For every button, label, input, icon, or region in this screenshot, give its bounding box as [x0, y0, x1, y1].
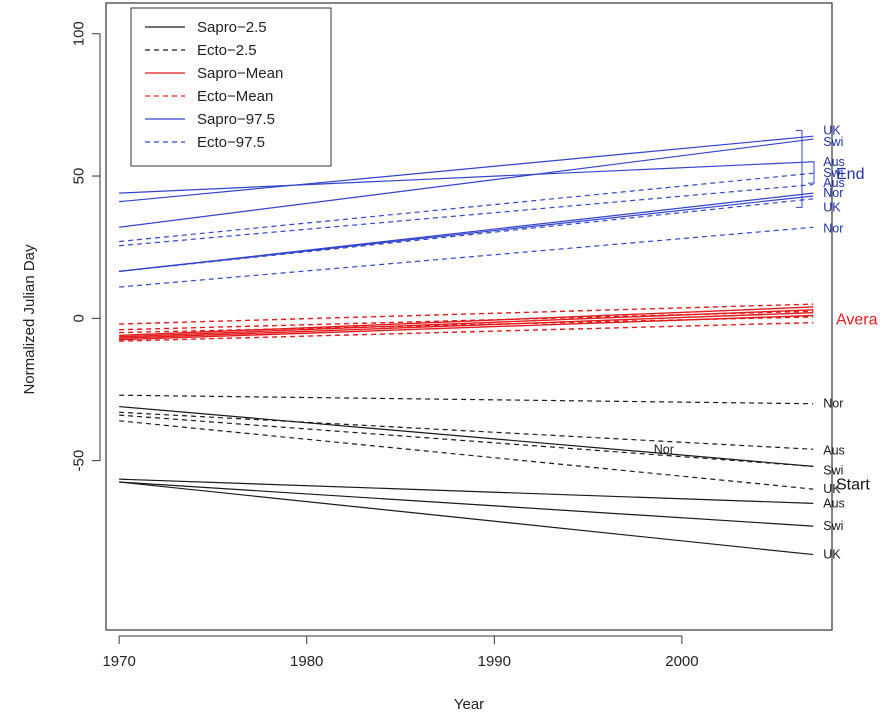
series-line-end-sapro-Swi — [119, 138, 814, 228]
y-tick-label-0: -50 — [70, 450, 87, 472]
y-tick-label-3: 100 — [70, 21, 87, 46]
legend-entry-2: Sapro−Mean — [197, 65, 283, 82]
series-label-start-23: Swi — [823, 519, 843, 533]
group-label-end: End — [836, 166, 864, 183]
series-line-average-sapro-11 — [119, 311, 814, 339]
series-line-start-sapro-Aus — [119, 478, 814, 504]
x-tick-label-0: 1970 — [102, 653, 135, 670]
label-bracket-1 — [808, 161, 815, 184]
inline-label-0: Nor — [654, 442, 674, 456]
series-line-average-ecto-13 — [119, 303, 814, 325]
series-line-start-sapro-UK — [119, 481, 814, 556]
legend-entry-5: Ecto−97.5 — [197, 134, 265, 151]
series-line-start-ecto-Aus — [119, 411, 814, 450]
label-bracket-0 — [796, 130, 803, 208]
series-label-end-2: Aus — [823, 155, 845, 169]
x-axis-title: Year — [454, 696, 484, 713]
series-line-average-ecto-16 — [119, 321, 814, 342]
series-line-average-sapro-9 — [119, 306, 814, 337]
series-line-average-ecto-15 — [119, 316, 814, 334]
legend-entry-1: Ecto−2.5 — [197, 42, 257, 59]
series-label-end-4: UK — [823, 200, 841, 214]
series-label-end-5: Swi — [823, 166, 843, 180]
axes: -50 0 50 100 1970 1980 1990 2000 — [70, 21, 698, 670]
series-line-average-ecto-14 — [119, 310, 814, 331]
series-line-end-ecto-Nor — [119, 226, 814, 288]
series-label-start-18: Aus — [823, 444, 845, 458]
series-line-start-ecto-19 — [119, 414, 814, 467]
y-axis-title: Normalized Julian Day — [21, 244, 38, 395]
y-tick-label-1: 0 — [70, 314, 87, 322]
plot-area — [105, 2, 833, 631]
series-line-start-sapro-Swi — [119, 405, 814, 467]
series-label-end-8: Nor — [823, 222, 843, 236]
legend-box — [130, 7, 332, 167]
series-line-end-ecto-Aus — [119, 183, 814, 247]
legend-entry-4: Sapro−97.5 — [197, 111, 275, 128]
series-label-end-3: Nor — [823, 186, 843, 200]
x-tick-label-3: 2000 — [665, 653, 698, 670]
y-tick-label-2: 50 — [70, 168, 87, 185]
series-line-end-sapro-UK — [119, 135, 814, 203]
series-label-start-24: UK — [823, 548, 841, 562]
x-tick-label-1: 1980 — [290, 653, 323, 670]
plot-frame — [105, 2, 833, 631]
series-label-start-22: Aus — [823, 496, 845, 510]
series-label-end-6: Aus — [823, 176, 845, 190]
series-label-start-21: Swi — [823, 464, 843, 478]
group-label-avera: Avera — [836, 311, 878, 328]
series-label-start-17: Nor — [823, 397, 843, 411]
series-line-end-sapro-UK — [119, 195, 814, 272]
series-line-start-sapro-Swi — [119, 481, 814, 527]
line-labels: UKSwiAusNorUKSwiAusNorNorAusUKSwiAusSwiU… — [654, 124, 878, 562]
legend-entry-0: Sapro−2.5 — [197, 19, 267, 36]
series-line-start-ecto-UK — [119, 420, 814, 490]
series-line-start-ecto-Nor — [119, 394, 814, 405]
series-line-end-sapro-Aus — [119, 161, 814, 194]
series-lines — [119, 135, 814, 556]
series-label-start-20: UK — [823, 482, 841, 496]
series-line-average-sapro-10 — [119, 309, 814, 338]
series-label-end-1: Swi — [823, 135, 843, 149]
legend: Sapro−2.5 Ecto−2.5 Sapro−Mean Ecto−Mean Sapr… — [130, 7, 332, 167]
x-tick-label-2: 1990 — [478, 653, 511, 670]
legend-entry-3: Ecto−Mean — [197, 88, 273, 105]
series-line-average-sapro-12 — [119, 314, 814, 341]
series-label-end-0: UK — [823, 124, 841, 138]
group-label-start: Start — [836, 476, 870, 493]
